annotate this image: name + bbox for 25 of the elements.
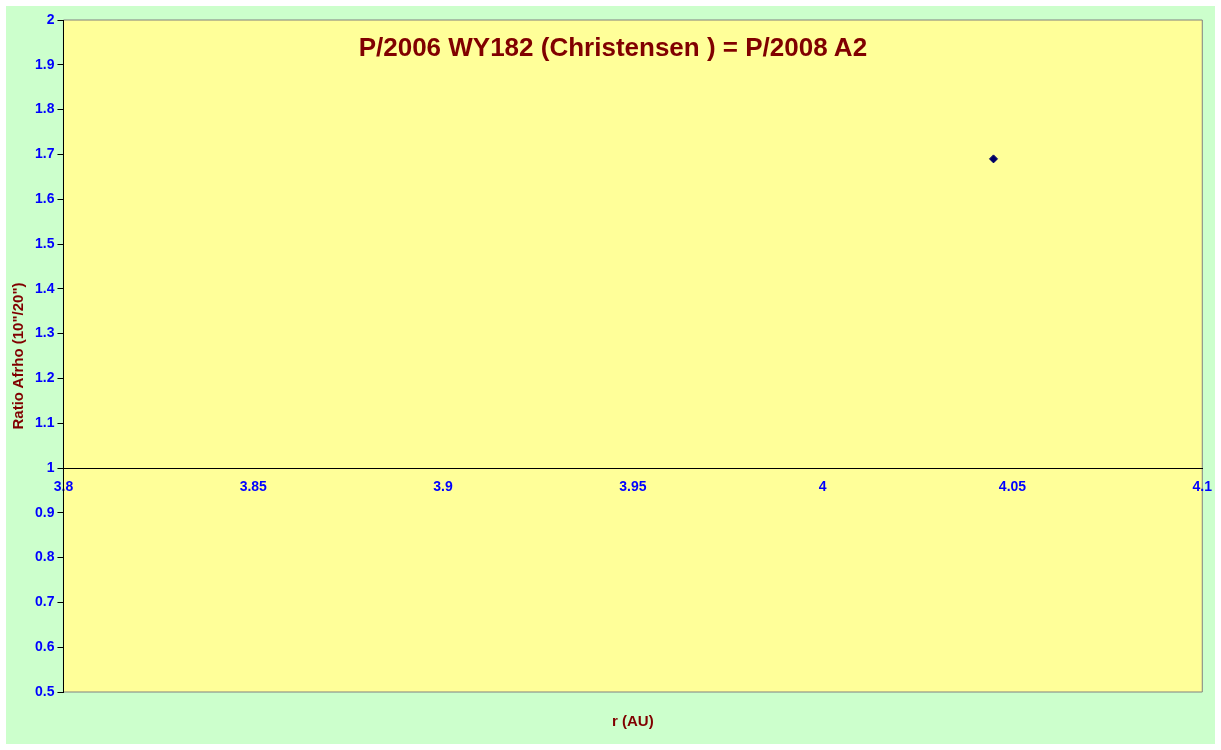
y-tick-label: 1.9 (34, 55, 55, 72)
y-tick-label: 1.3 (34, 324, 55, 341)
x-tick-label: 4 (818, 478, 827, 495)
y-tick-label: 1.7 (34, 145, 55, 162)
text: P/2006 WY182 (Christensen ) = P/2008 A2 (358, 32, 868, 63)
y-tick-label: 1.8 (34, 100, 55, 117)
y-tick-label: 0.7 (34, 593, 55, 610)
x-tick-label: 3.85 (239, 478, 268, 495)
y-tick-label: 1.2 (34, 369, 55, 386)
y-tick-label: 1.4 (34, 279, 55, 296)
x-tick-label: 4.1 (1192, 478, 1213, 495)
y-tick-label: 1.6 (34, 190, 55, 207)
x-tick-label: 4.05 (998, 478, 1027, 495)
y-tick-label: 0.6 (34, 638, 55, 655)
y-tick-label: 0.5 (34, 682, 55, 699)
x-tick-label: 3.9 (433, 478, 454, 495)
y-tick-label: 1.5 (34, 234, 55, 251)
y-tick-label: 0.8 (34, 548, 55, 565)
y-tick-label: 2 (46, 10, 55, 27)
y-axis-title: Ratio Afrho (10"/20") (9, 282, 27, 430)
x-axis-title: r (AU) (612, 712, 654, 730)
y-tick-label: 1.1 (34, 414, 55, 431)
y-tick-label: 1 (46, 458, 55, 475)
x-tick-label: 3.95 (619, 478, 647, 495)
y-tick-label: 0.9 (34, 503, 55, 520)
